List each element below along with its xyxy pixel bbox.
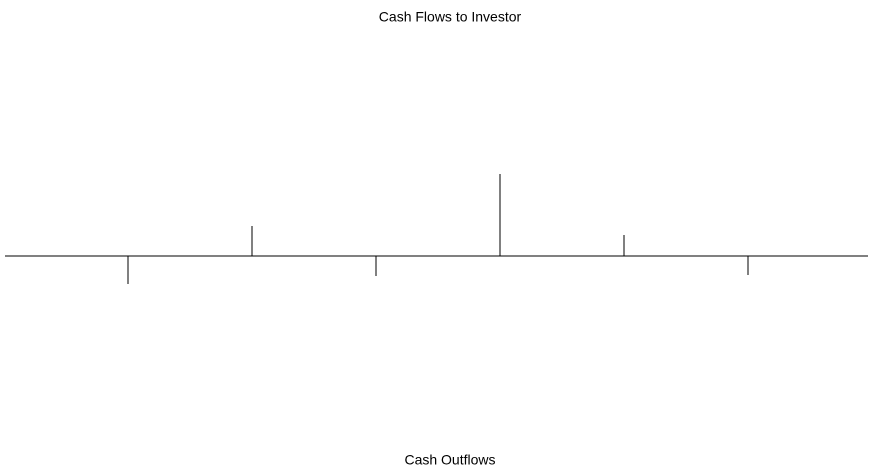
bottom-label: Cash Outflows bbox=[404, 452, 495, 468]
diagram-title: Cash Flows to Investor bbox=[379, 9, 522, 25]
